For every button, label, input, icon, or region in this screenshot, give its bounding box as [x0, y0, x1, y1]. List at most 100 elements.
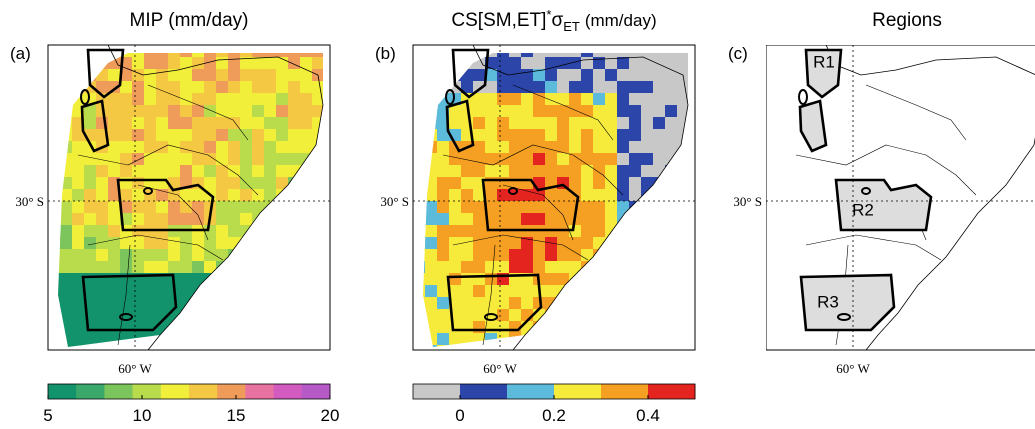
field-cell	[641, 93, 654, 106]
field-cell	[240, 153, 253, 166]
field-cell	[437, 141, 450, 154]
field-cell	[617, 129, 630, 142]
field-cell	[509, 93, 522, 106]
field-cell	[156, 93, 169, 106]
field-cell	[593, 117, 606, 130]
title-unit: (mm/day)	[585, 11, 657, 30]
field-cell	[533, 249, 546, 262]
field-cell	[108, 105, 121, 118]
field-cell	[617, 93, 630, 106]
field-cell	[156, 261, 169, 274]
colorbar-swatch	[648, 384, 696, 399]
field-cell	[533, 189, 546, 202]
field-cell	[132, 237, 145, 250]
field-cell	[108, 93, 121, 106]
field-cell	[437, 201, 450, 214]
field-cell	[449, 201, 462, 214]
field-cell	[497, 201, 510, 214]
field-cell	[557, 105, 570, 118]
field-cell	[72, 177, 85, 190]
field-cell	[641, 105, 654, 118]
field-cell	[180, 249, 193, 262]
field-cell	[312, 81, 323, 94]
field-cell	[84, 201, 97, 214]
field-cell	[545, 201, 558, 214]
field-cell	[168, 237, 181, 250]
field-cell	[276, 141, 289, 154]
field-cell	[72, 249, 85, 262]
field-cell	[312, 53, 323, 58]
colorbar-swatch	[160, 384, 190, 399]
field-cell	[605, 105, 618, 118]
field-cell	[509, 69, 522, 82]
field-cell	[84, 213, 97, 226]
field-cell	[144, 69, 157, 82]
field-cell	[497, 129, 510, 142]
field-cell	[192, 81, 205, 94]
field-cell	[144, 81, 157, 94]
field-cell	[533, 129, 546, 142]
region-outline	[81, 273, 178, 332]
field-cell	[509, 117, 522, 130]
field-cell	[485, 297, 498, 310]
field-cell	[132, 189, 145, 202]
field-cell	[132, 117, 145, 130]
panel-title: Regions	[872, 10, 942, 31]
field-cell	[240, 53, 253, 58]
field-cell	[485, 93, 498, 106]
border	[502, 184, 574, 241]
field-cell	[252, 69, 265, 82]
field-cell	[617, 153, 630, 166]
field-cell	[449, 105, 462, 118]
field-cell	[425, 309, 438, 322]
field-cell	[473, 273, 486, 286]
lat-label: 30° S	[733, 194, 762, 209]
field-cell	[641, 69, 654, 82]
field-cell	[300, 129, 313, 142]
field-cell	[120, 261, 133, 274]
field-cell	[156, 69, 169, 82]
field-cell	[132, 153, 145, 166]
field-cell	[120, 93, 133, 106]
field-cell	[312, 117, 323, 130]
field-cell	[485, 69, 498, 82]
region-hole	[861, 187, 871, 195]
field-cell	[581, 69, 594, 82]
field-cell	[144, 309, 157, 322]
field-cell	[423, 285, 426, 298]
field-cell	[557, 237, 570, 250]
field-cell	[497, 165, 510, 178]
field-cell	[216, 177, 229, 190]
field-cell	[216, 117, 229, 130]
field-cell	[437, 165, 450, 178]
map-frame	[766, 45, 1035, 351]
field-cell	[60, 189, 73, 202]
border	[482, 244, 496, 346]
field-cell	[473, 225, 486, 238]
field-cell	[665, 53, 678, 58]
field-cell	[228, 129, 241, 142]
region-hole	[143, 187, 153, 195]
field-cell	[312, 105, 323, 118]
field-cell	[557, 93, 570, 106]
field-cell	[180, 117, 193, 130]
field-cell	[533, 297, 546, 310]
field-cell	[437, 177, 450, 190]
field-cell	[192, 165, 205, 178]
field-cell	[108, 261, 121, 274]
colorbar-frame	[47, 383, 331, 400]
field-cell	[264, 53, 277, 58]
field-cell	[180, 165, 193, 178]
field-cell	[617, 177, 630, 190]
field-cell	[653, 81, 666, 94]
region-hole	[798, 89, 808, 105]
region-outline	[445, 99, 475, 153]
field-cell	[473, 297, 486, 310]
panel-label: (b)	[375, 44, 396, 63]
field-cell	[533, 261, 546, 274]
field-cell	[569, 53, 582, 58]
field-cell	[192, 213, 205, 226]
field-cell	[120, 153, 133, 166]
field-cell	[252, 153, 265, 166]
field-cell	[240, 165, 253, 178]
